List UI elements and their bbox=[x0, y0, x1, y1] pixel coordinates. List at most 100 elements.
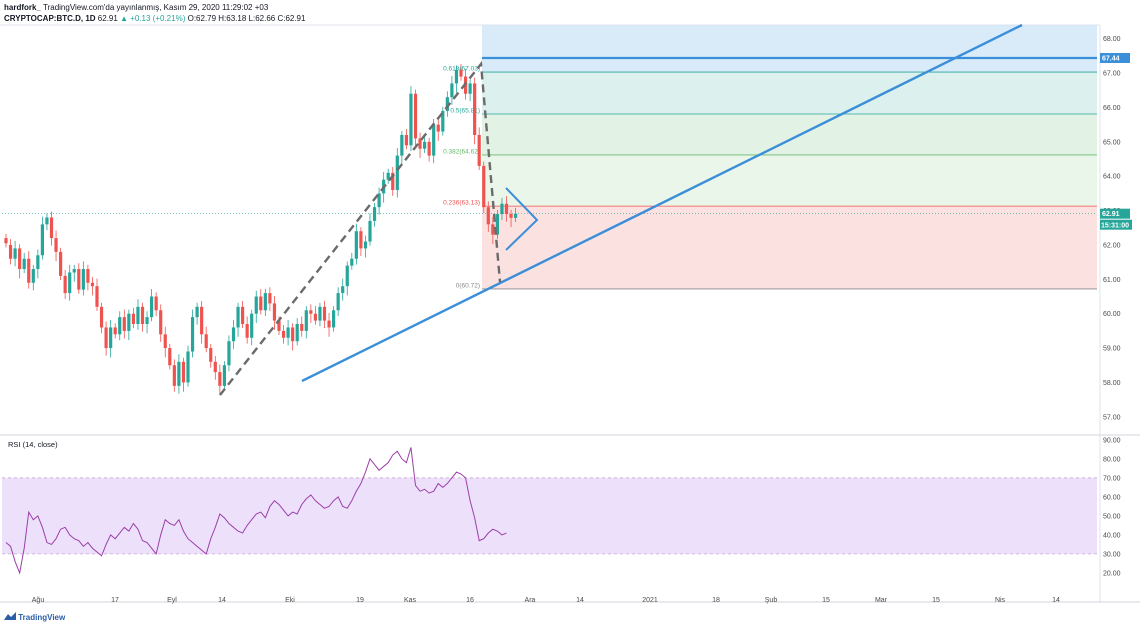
fib-level-label: 0.5(65.81) bbox=[450, 108, 480, 115]
candle-body bbox=[159, 310, 163, 335]
rsi-label: RSI (14, close) bbox=[8, 440, 58, 449]
price-tick-label: 67.00 bbox=[1103, 71, 1121, 78]
candle-body bbox=[477, 134, 481, 166]
price-tick-label: 58.00 bbox=[1103, 380, 1121, 387]
fib-level-label: 0.618(67.03) bbox=[443, 66, 480, 73]
time-tick-label: Nis bbox=[995, 597, 1006, 604]
level-price-badge-bg bbox=[1100, 52, 1130, 63]
candle-body bbox=[495, 214, 499, 235]
candle-body bbox=[186, 351, 190, 383]
candle-body bbox=[31, 269, 35, 283]
candle-body bbox=[45, 217, 49, 225]
candle-body bbox=[99, 306, 104, 328]
candle-body bbox=[200, 306, 204, 335]
rsi-tick-label: 40.00 bbox=[1103, 532, 1121, 539]
candle-body bbox=[345, 265, 349, 287]
price-tick-label: 57.00 bbox=[1103, 414, 1121, 421]
candle-body bbox=[177, 361, 181, 386]
time-tick-label: 14 bbox=[1052, 597, 1060, 604]
candle-body bbox=[172, 365, 176, 386]
publisher-name[interactable]: hardfork_ bbox=[4, 3, 41, 12]
candle-body bbox=[332, 310, 336, 328]
candle-body bbox=[418, 138, 422, 149]
candle-body bbox=[341, 286, 345, 294]
time-tick-label: 15 bbox=[822, 597, 830, 604]
candle-body bbox=[295, 324, 299, 342]
candle-body bbox=[322, 306, 327, 321]
fib-zone bbox=[482, 114, 1097, 155]
time-tick-label: Eki bbox=[285, 597, 295, 604]
last-price-badge: 62.91 bbox=[1102, 211, 1120, 218]
footer: TradingView bbox=[4, 612, 65, 622]
rsi-tick-label: 70.00 bbox=[1103, 475, 1121, 482]
candle-body bbox=[500, 203, 504, 215]
candle-body bbox=[391, 172, 395, 190]
rsi-band bbox=[2, 477, 1097, 554]
candle-body bbox=[104, 327, 108, 349]
candle-body bbox=[286, 327, 290, 338]
candle-body bbox=[259, 296, 263, 311]
candle-body bbox=[400, 134, 404, 156]
candle-body bbox=[509, 214, 513, 218]
candle-body bbox=[18, 248, 22, 270]
fib-level-label: 0(60.72) bbox=[456, 282, 480, 289]
rising-trendline bbox=[301, 23, 1023, 383]
candle-body bbox=[445, 97, 449, 111]
candle-body bbox=[336, 293, 340, 311]
candle-body bbox=[482, 165, 486, 208]
candle-body bbox=[109, 327, 113, 349]
countdown-badge-bg bbox=[1100, 219, 1132, 230]
candle-body bbox=[250, 313, 254, 338]
candle-body bbox=[163, 334, 167, 349]
candle-body bbox=[118, 317, 122, 335]
candle-body bbox=[432, 124, 436, 156]
candle-body bbox=[209, 348, 213, 362]
candle-body bbox=[423, 141, 427, 149]
candle-body bbox=[127, 313, 131, 331]
candle-body bbox=[395, 155, 399, 190]
candle-body bbox=[204, 334, 208, 349]
time-tick-label: 17 bbox=[111, 597, 119, 604]
candle-body bbox=[404, 134, 408, 146]
candle-body bbox=[309, 310, 313, 314]
candle-body bbox=[131, 313, 135, 325]
candle-body bbox=[459, 69, 463, 77]
fib-level-label: 0.236(63.13) bbox=[443, 200, 480, 207]
candle-body bbox=[63, 275, 67, 294]
rsi-tick-label: 90.00 bbox=[1103, 437, 1121, 444]
price-tick-label: 64.00 bbox=[1103, 174, 1121, 181]
time-tick-label: Ara bbox=[525, 597, 536, 604]
last-price-badge-bg bbox=[1100, 208, 1130, 219]
symbol-label[interactable]: CRYPTOCAP:BTC.D, 1D bbox=[4, 14, 96, 23]
time-tick-label: Ağu bbox=[32, 597, 45, 604]
candle-body bbox=[427, 141, 431, 156]
ohlc-values: O:62.79 H:63.18 L:62.66 C:62.91 bbox=[187, 14, 306, 23]
candle-body bbox=[327, 320, 331, 328]
candle-body bbox=[291, 327, 295, 342]
candle-body bbox=[504, 203, 509, 215]
candle-body bbox=[113, 327, 117, 335]
rsi-tick-label: 50.00 bbox=[1103, 513, 1121, 520]
fib-zone bbox=[482, 25, 1097, 73]
candle-body bbox=[241, 306, 245, 325]
candle-body bbox=[514, 213, 518, 218]
brand-name[interactable]: TradingView bbox=[18, 613, 66, 622]
candle-body bbox=[49, 217, 54, 239]
candle-body bbox=[136, 306, 140, 325]
candle-body bbox=[281, 330, 286, 338]
candle-body bbox=[313, 313, 317, 321]
candle-body bbox=[195, 306, 199, 318]
price-tick-label: 59.00 bbox=[1103, 346, 1121, 353]
candle-body bbox=[22, 258, 26, 270]
rsi-tick-label: 60.00 bbox=[1103, 494, 1121, 501]
candle-body bbox=[413, 93, 418, 139]
candle-body bbox=[4, 238, 8, 244]
time-tick-label: Kas bbox=[404, 597, 417, 604]
fib-level-label: 0.382(64.62) bbox=[443, 148, 480, 155]
candle-body bbox=[168, 348, 172, 366]
candle-body bbox=[72, 269, 76, 273]
candle-body bbox=[95, 286, 99, 307]
dashed-wave-path bbox=[219, 60, 502, 396]
candle-body bbox=[36, 255, 40, 270]
